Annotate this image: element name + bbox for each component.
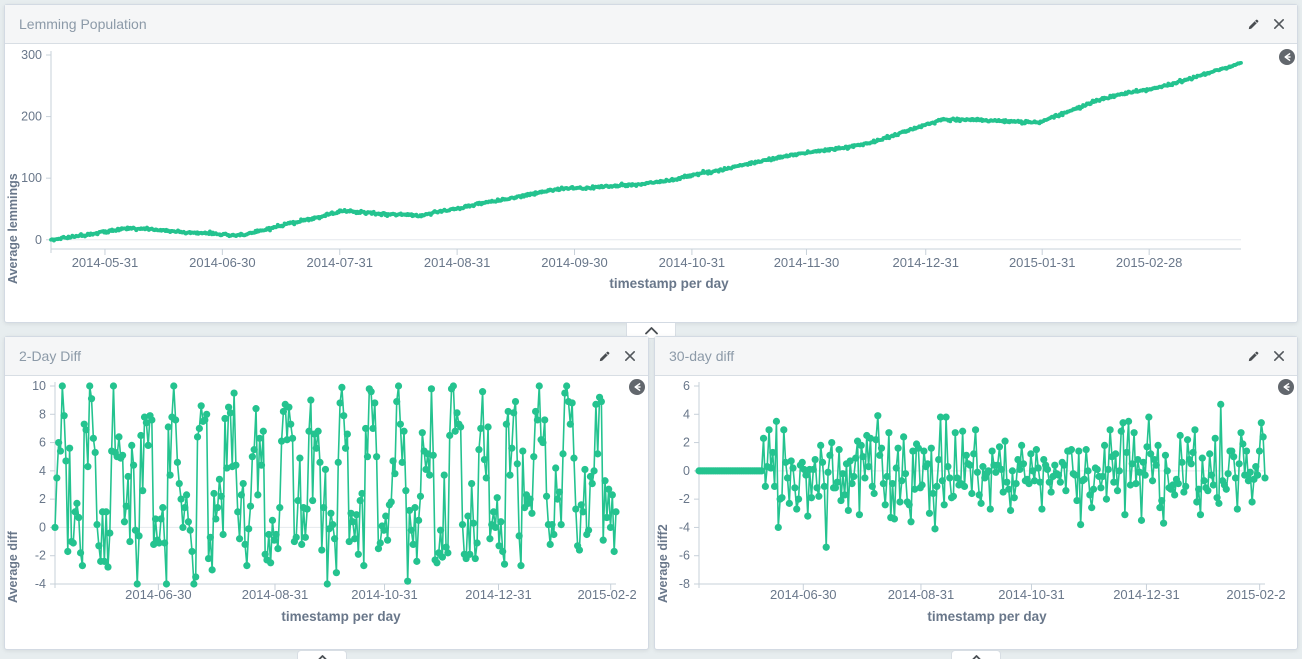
svg-text:2014-11-30: 2014-11-30 [774, 255, 840, 270]
svg-text:300: 300 [21, 48, 42, 62]
svg-text:2015-02-28: 2015-02-28 [1226, 587, 1285, 602]
svg-text:0: 0 [683, 464, 690, 478]
svg-text:6: 6 [683, 379, 690, 393]
svg-text:2014-08-31: 2014-08-31 [242, 587, 309, 602]
svg-text:2014-10-31: 2014-10-31 [998, 587, 1065, 602]
svg-text:2015-02-28: 2015-02-28 [1116, 255, 1183, 270]
svg-text:2014-12-31: 2014-12-31 [465, 587, 532, 602]
svg-text:4: 4 [39, 464, 46, 478]
svg-text:0: 0 [35, 233, 42, 247]
svg-text:200: 200 [21, 110, 42, 124]
svg-text:2014-10-31: 2014-10-31 [659, 255, 726, 270]
svg-text:100: 100 [21, 171, 42, 185]
svg-text:2014-08-31: 2014-08-31 [888, 587, 955, 602]
svg-text:2014-08-31: 2014-08-31 [424, 255, 491, 270]
svg-text:-4: -4 [35, 577, 46, 591]
svg-text:2014-09-30: 2014-09-30 [541, 255, 608, 270]
svg-text:-2: -2 [35, 549, 46, 563]
svg-text:2014-06-30: 2014-06-30 [125, 587, 192, 602]
svg-text:2: 2 [683, 436, 690, 450]
svg-text:2015-02-28: 2015-02-28 [577, 587, 636, 602]
svg-text:-2: -2 [679, 492, 690, 506]
svg-text:0: 0 [39, 520, 46, 534]
svg-text:2014-05-31: 2014-05-31 [72, 255, 139, 270]
svg-text:-6: -6 [679, 549, 690, 563]
svg-text:2014-06-30: 2014-06-30 [189, 255, 256, 270]
svg-text:2015-01-31: 2015-01-31 [1009, 255, 1076, 270]
svg-text:6: 6 [39, 436, 46, 450]
svg-text:2014-12-31: 2014-12-31 [893, 255, 960, 270]
svg-text:2014-10-31: 2014-10-31 [351, 587, 418, 602]
svg-text:8: 8 [39, 407, 46, 421]
svg-text:2014-07-31: 2014-07-31 [306, 255, 373, 270]
svg-text:2014-12-31: 2014-12-31 [1113, 587, 1180, 602]
svg-text:2: 2 [39, 492, 46, 506]
svg-text:4: 4 [683, 407, 690, 421]
svg-text:-4: -4 [679, 520, 690, 534]
svg-text:2014-06-30: 2014-06-30 [770, 587, 837, 602]
svg-text:10: 10 [32, 379, 46, 393]
svg-text:-8: -8 [679, 577, 690, 591]
